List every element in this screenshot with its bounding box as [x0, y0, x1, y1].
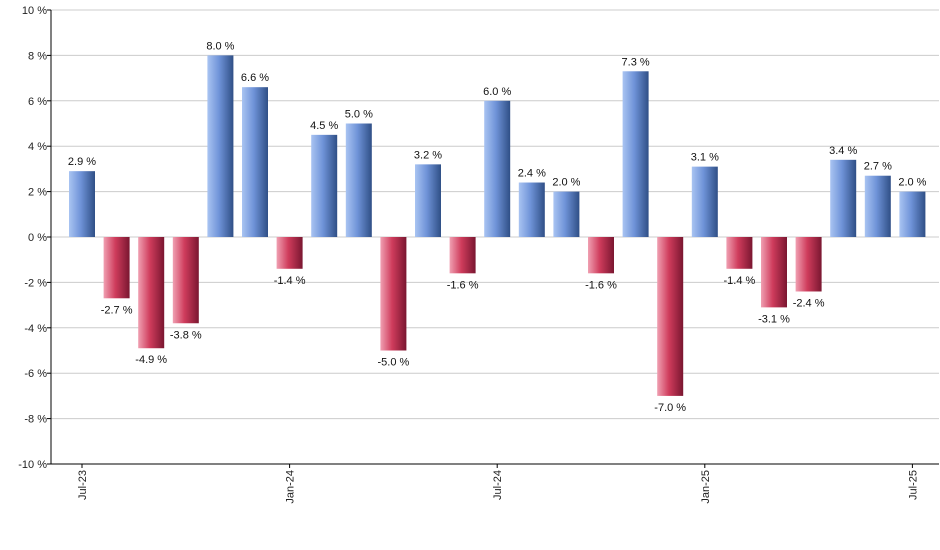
- y-axis-tick-labels: 10 % 8 % 6 % 4 % 2 % 0 % -2 % -4 % -6 % -8 % -10 %: [18, 5, 47, 471]
- x-tick-label: Jan-24: [285, 470, 297, 504]
- y-tick-label: 6 %: [28, 96, 47, 108]
- data-label: 8.0 %: [206, 40, 234, 52]
- data-label: 6.6 %: [241, 72, 269, 84]
- axes: [50, 10, 939, 468]
- data-label: 5.0 %: [345, 109, 373, 121]
- data-label: 3.4 %: [829, 145, 857, 157]
- bar-Feb-24: [311, 134, 338, 237]
- data-label: -1.6 %: [585, 279, 617, 291]
- y-tick-label: 2 %: [28, 187, 47, 199]
- x-axis-tick-labels: Jul-23 Jan-24 Jul-24 Jan-25 Jul-25: [77, 470, 919, 504]
- x-tick-label: Jul-25: [907, 470, 919, 500]
- bar-Mar-24: [345, 123, 372, 237]
- data-label: 3.1 %: [691, 152, 719, 164]
- data-label: 7.3 %: [622, 56, 650, 68]
- bar-Apr-25: [795, 237, 822, 292]
- y-tick-label: -2 %: [24, 277, 47, 289]
- data-label: 3.2 %: [414, 149, 442, 161]
- y-tick-label: 0 %: [28, 232, 47, 244]
- y-tick-label: -10 %: [18, 459, 47, 471]
- bar-Jul-25: [899, 191, 926, 237]
- bar-Jun-25: [864, 175, 891, 237]
- data-label: 2.0 %: [898, 177, 926, 189]
- bar-Jun-24: [449, 237, 476, 274]
- x-tick-label: Jan-25: [700, 470, 712, 504]
- bar-Jul-24: [484, 100, 511, 237]
- bar-Nov-24: [622, 71, 649, 237]
- bar-Oct-24: [588, 237, 614, 274]
- data-labels: 2.9 % -2.7 % -4.9 % -3.8 % 8.0 % 6.6 % -1.4 % 4…: [68, 40, 927, 414]
- data-label: 4.5 %: [310, 120, 338, 132]
- x-tick-label: Jul-24: [492, 470, 504, 500]
- bar-Apr-24: [380, 237, 407, 351]
- bar-Dec-23: [242, 87, 268, 238]
- bar-May-25: [830, 159, 857, 237]
- bar-Oct-23: [172, 237, 199, 324]
- y-tick-label: 4 %: [28, 141, 47, 153]
- bar-Sep-24: [553, 191, 580, 237]
- data-label: -5.0 %: [378, 357, 410, 369]
- y-tick-label: 10 %: [22, 5, 47, 17]
- x-tick-label: Jul-23: [77, 470, 89, 500]
- data-label: -2.7 %: [101, 304, 133, 316]
- data-label: 2.7 %: [864, 161, 892, 173]
- data-label: -7.0 %: [654, 402, 686, 414]
- bar-Jan-24: [276, 237, 303, 269]
- data-label: -4.9 %: [135, 354, 167, 366]
- data-label: 2.0 %: [552, 177, 580, 189]
- y-tick-label: 8 %: [28, 50, 47, 62]
- data-label: 2.9 %: [68, 156, 96, 168]
- bar-Nov-23: [207, 55, 234, 238]
- data-label: -1.4 %: [724, 275, 756, 287]
- bar-Jan-25: [691, 166, 718, 237]
- data-label: -1.4 %: [274, 275, 306, 287]
- bar-Mar-25: [761, 237, 787, 308]
- data-label: -3.8 %: [170, 329, 202, 341]
- y-tick-label: -8 %: [24, 414, 47, 426]
- bar-Feb-25: [726, 237, 753, 269]
- bars: [69, 55, 926, 396]
- bar-Dec-24: [657, 237, 684, 396]
- data-label: -3.1 %: [758, 313, 790, 325]
- data-label: 6.0 %: [483, 86, 511, 98]
- data-label: 2.4 %: [518, 168, 546, 180]
- bar-May-24: [415, 164, 441, 237]
- bar-Sep-23: [138, 237, 165, 349]
- bar-Aug-23: [103, 237, 130, 299]
- data-label: -2.4 %: [793, 297, 825, 309]
- data-label: -1.6 %: [447, 279, 479, 291]
- bar-Aug-24: [518, 182, 545, 237]
- y-tick-label: -6 %: [24, 368, 47, 380]
- bar-Jul-23: [69, 171, 95, 237]
- y-tick-label: -4 %: [24, 323, 47, 335]
